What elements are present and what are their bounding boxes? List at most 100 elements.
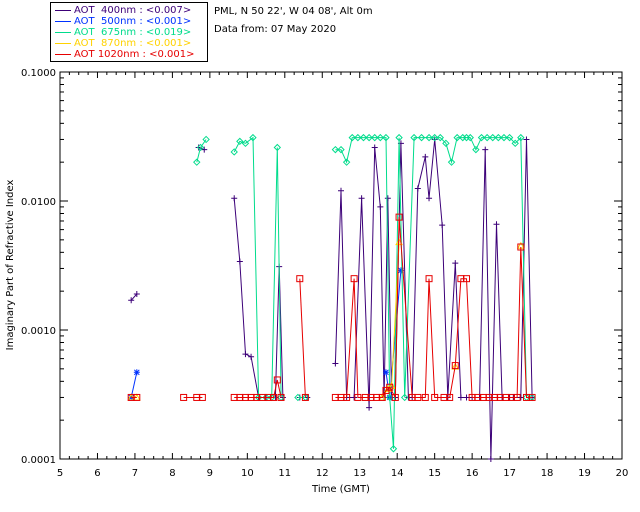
series-675nm-point (331, 145, 340, 154)
series-675nm-point (410, 133, 418, 142)
x-tick-label: 18 (541, 468, 554, 479)
series-1020nm-point (343, 393, 351, 401)
series-400nm-point (338, 187, 344, 194)
series-400nm-point (242, 351, 249, 358)
series-675nm-point (425, 133, 433, 142)
series-400nm-point (248, 353, 255, 360)
legend-entry-870: AOT 870nm : <0.001> (55, 38, 191, 49)
series-675nm-point (241, 139, 250, 148)
series-1020nm-point (133, 393, 141, 401)
series-675nm-point (500, 133, 508, 142)
series-1020nm-point (513, 393, 521, 401)
series-1020nm-point (391, 393, 399, 401)
series-675nm-point (430, 133, 439, 142)
series-675nm-point (382, 133, 390, 142)
series-400nm-point (457, 394, 464, 401)
series-400nm-point (377, 203, 384, 210)
series-1020nm-point (425, 275, 433, 283)
x-tick-label: 16 (466, 468, 479, 479)
series-400nm-point (358, 195, 365, 202)
series-675nm-point (337, 145, 345, 154)
y-tick-label: 0.0010 (21, 326, 56, 337)
series-400nm-point (463, 394, 470, 401)
series-1020nm-point (395, 213, 403, 221)
y-tick-label: 0.0001 (21, 455, 56, 466)
series-675nm-line (196, 139, 207, 163)
x-axis-label: Time (GMT) (311, 484, 370, 495)
series-870nm-point (451, 362, 460, 370)
series-1020nm-point (446, 393, 454, 401)
series-1020nm-point (354, 393, 362, 401)
series-675nm-point (400, 393, 409, 402)
legend-line-1020 (55, 53, 71, 55)
series-675nm-point (342, 158, 351, 166)
y-tick-label: 0.0100 (21, 197, 56, 208)
series-1020nm-point (528, 393, 536, 401)
series-675nm-point (447, 158, 456, 166)
series-675nm-point (376, 133, 385, 142)
chart-axes: 5 6 7 8 9 10 11 12 13 14 15 16 17 18 19 20 0.1000 0.0100 0… (21, 68, 628, 479)
series-675nm-point (385, 393, 394, 402)
series-500nm-point (397, 267, 404, 274)
series-1020nm-point (451, 362, 459, 370)
x-tick-label: 17 (503, 468, 516, 479)
series-1020nm-point (301, 393, 309, 401)
series-675nm-point (249, 133, 257, 142)
series-675nm-point (505, 133, 514, 142)
series-1020nm (127, 213, 536, 401)
series-1020nm-point (386, 383, 394, 391)
series-1020nm-point (180, 393, 188, 401)
series-675nm-point (472, 145, 480, 154)
series-400nm-point (332, 360, 339, 367)
series-675nm-point (354, 133, 362, 142)
legend-label-870: AOT 870nm : <0.001> (74, 38, 192, 49)
legend-entry-500: AOT 500nm : <0.001> (55, 16, 191, 27)
series-675nm-point (348, 133, 356, 142)
x-tick-label: 12 (316, 468, 329, 479)
series-1020nm-point (277, 393, 285, 401)
x-tick-label: 6 (94, 468, 100, 479)
legend-entry-675: AOT 675nm : <0.019> (55, 27, 191, 38)
x-tick-label: 10 (241, 468, 254, 479)
series-400nm-line (130, 293, 138, 301)
series-400nm-point (414, 185, 421, 192)
legend-line-870 (55, 42, 71, 44)
series-675nm-point (494, 133, 503, 142)
series-675nm-line (233, 136, 282, 398)
legend-entry-400: AOT 400nm : <0.007> (55, 5, 191, 16)
series-1020nm-point (273, 376, 281, 384)
series-675nm-point (395, 133, 403, 142)
series-500nm (128, 267, 404, 401)
series-1020nm-point (270, 393, 278, 401)
series-675nm-point (196, 143, 205, 152)
legend-label-675: AOT 675nm : <0.019> (74, 27, 192, 38)
series-400nm-point (371, 144, 378, 151)
series-400nm-point (487, 456, 494, 462)
series-675nm-point (294, 393, 302, 402)
series-1020nm-line (299, 278, 306, 398)
series-500nm-point (133, 369, 140, 376)
series-400nm-point (384, 195, 391, 202)
series-1020nm-point (198, 393, 206, 401)
series-1020nm-point (517, 243, 525, 251)
series-400nm-point (231, 195, 238, 202)
series-400nm-point (366, 404, 373, 411)
x-tick-label: 11 (278, 468, 291, 479)
legend: AOT 400nm : <0.007> AOT 500nm : <0.001> … (50, 2, 208, 62)
series-675nm-point (483, 133, 491, 142)
legend-label-400: AOT 400nm : <0.007> (74, 5, 192, 16)
series-675nm-point (436, 133, 444, 142)
series-675nm-point (517, 133, 525, 142)
series-1020nm-point (463, 275, 471, 283)
series-500nm-point (128, 394, 135, 401)
series-675nm-point (193, 158, 201, 166)
series-1020nm-point (431, 393, 439, 401)
series-1020nm-point (296, 275, 304, 283)
series-675nm-point (442, 139, 450, 148)
series-675nm-point (511, 139, 519, 148)
series-400nm-point (133, 291, 140, 298)
series-675nm-point (417, 133, 426, 142)
legend-line-400 (55, 9, 71, 11)
y-tick-label: 0.1000 (21, 68, 56, 79)
series-500nm-point (382, 369, 389, 376)
